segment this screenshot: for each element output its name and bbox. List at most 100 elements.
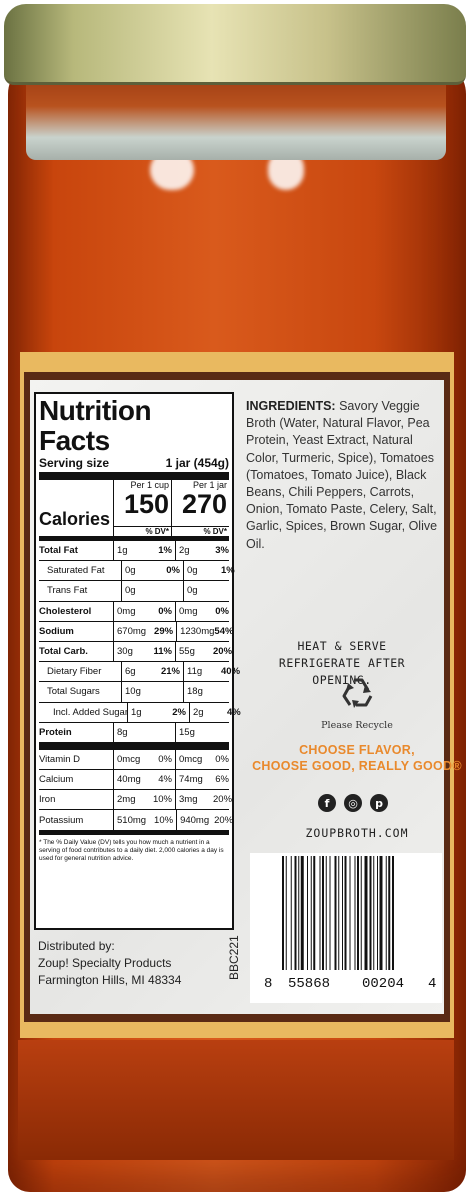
amount-per-cup: 2mg [113,790,145,810]
barcode-bar [379,856,383,970]
calories-col-cup: Per 1 cup 150 % DV* [113,480,171,536]
dv-per-jar: 20% [213,646,233,658]
dv-per-cup: 21% [160,666,180,678]
nutrient-row: Trans Fat 0g 0g [39,581,229,602]
nutrient-name: Cholesterol [39,605,92,617]
dv-per-jar: 20% [214,814,234,826]
nutrient-row: Saturated Fat 0g 0% 0g 1% [39,561,235,582]
barcode-bar [322,856,324,970]
dv-per-cup: 0% [166,565,180,577]
col-header-jar: Per 1 jar [192,480,227,490]
nutrient-rows: Total Fat 1g 1% 2g 3% Saturated Fat 0g 0% 0g 1% Tr… [39,541,241,831]
barcode-bar [300,856,304,970]
dv-per-cup: 2% [172,706,186,718]
amount-per-jar: 0mg [175,601,213,621]
barcode-bar [360,856,362,970]
serving-size-value: 1 jar (454g) [165,456,229,470]
barcode-bar [377,856,378,970]
amount-per-cup: 0g [121,581,153,601]
nutrient-row: Sodium 670mg 29% 1230mg 54% [39,621,233,642]
dv-header-cup: % DV* [114,526,171,536]
dv-per-jar: 40% [221,666,241,678]
nutrient-row: Vitamin D 0mcg 0% 0mcg 0% [39,749,229,771]
barcode-bar [282,856,284,970]
heat-serve-text: HEAT & SERVE [297,639,387,653]
amount-per-cup: 0mg [113,601,145,621]
amount-per-jar: 0g [183,561,221,581]
nutrient-name: Calcium [39,774,74,786]
barcode-bar [334,856,337,970]
nutrient-name: Sodium [39,625,74,637]
jar-lid [4,4,466,85]
nutrient-name: Potassium [39,814,84,826]
slogan-line: CHOOSE GOOD, REALLY GOOD® [252,759,462,773]
amount-per-cup: 1g [113,541,145,561]
dv-per-cup: 10% [154,814,174,826]
refrigerate-text: REFRIGERATE AFTER OPENING. [278,656,406,687]
nutrient-name: Saturated Fat [47,565,105,577]
barcode-digit-left: 8 [264,976,273,992]
barcode-bar [325,856,327,970]
amount-per-jar: 0mcg [175,749,213,770]
dv-per-jar: 0% [215,753,229,765]
instructions: HEAT & SERVE REFRIGERATE AFTER OPENING. [246,638,438,689]
nutrient-row: Total Carb. 30g 11% 55g 20% [39,641,233,663]
dv-per-jar: 3% [215,545,229,557]
amount-per-cup: 40mg [113,770,145,790]
amount-per-jar: 55g [175,641,213,662]
barcode-bar [307,856,308,970]
nutrient-name: Total Sugars [47,686,100,698]
barcode-bar [364,856,368,970]
dv-per-jar: 20% [213,794,233,806]
barcode-bar [342,856,343,970]
jar-bottom [18,1040,454,1160]
nutrient-row: Cholesterol 0mg 0% 0mg 0% [39,601,229,622]
recycle-icon [342,678,373,708]
lot-code: BBC221 [227,935,241,980]
barcode-bar [357,856,359,970]
recycle-text: Please Recycle [321,720,393,731]
dv-per-jar: 1% [221,565,235,577]
amount-per-jar: 2g [175,541,213,561]
calories-label: Calories [39,509,111,529]
dv-per-cup: 11% [153,646,173,658]
barcode-group-1: 55868 [288,976,331,992]
barcode-digit-right: 4 [428,976,437,992]
amount-per-jar: 11g [183,662,221,682]
barcode-bar [388,856,391,970]
nutrient-row: Protein 8g 15g [39,722,229,750]
calories-col-jar: Per 1 jar 270 % DV* [171,480,229,536]
dv-per-cup: 10% [152,794,172,806]
barcode-bar [329,856,331,970]
amount-per-cup: 1g [127,702,159,722]
barcode-group-2: 00204 [362,976,405,992]
nutrient-row: Calcium 40mg 4% 74mg 6% [39,770,229,791]
nutrient-name: Dietary Fiber [47,666,102,678]
barcode-bar [319,856,321,970]
nutrient-row: Total Fat 1g 1% 2g 3% [39,541,229,562]
dv-per-cup: 4% [158,774,172,786]
serving-size-row: Serving size 1 jar (454g) [39,456,229,480]
amount-per-cup: 30g [113,641,145,662]
calories-per-jar: 270 [181,489,227,519]
nutrient-name: Total Carb. [39,646,88,658]
dv-per-jar [213,723,229,742]
instagram-icon: ◎ [344,794,362,812]
dv-per-jar: 4% [227,706,241,718]
barcode-bar [298,856,300,970]
social-icons: f ◎ p [318,794,388,812]
barcode-bar [349,856,351,970]
amount-per-cup: 0g [121,561,153,581]
dv-per-cup [153,581,183,600]
dv-header-jar: % DV* [172,526,229,536]
jar-neck [26,70,446,160]
calories-per-cup: 150 [123,489,169,519]
dv-per-jar: 6% [215,774,229,786]
amount-per-cup: 0mcg [113,749,145,770]
dv-per-cup: 29% [154,625,174,637]
nutrient-name: Iron [39,794,56,806]
amount-per-jar: 1230mg [176,621,214,641]
serving-size-label: Serving size [39,456,110,470]
amount-per-cup: 6g [121,662,153,682]
dv-per-jar [221,682,229,701]
